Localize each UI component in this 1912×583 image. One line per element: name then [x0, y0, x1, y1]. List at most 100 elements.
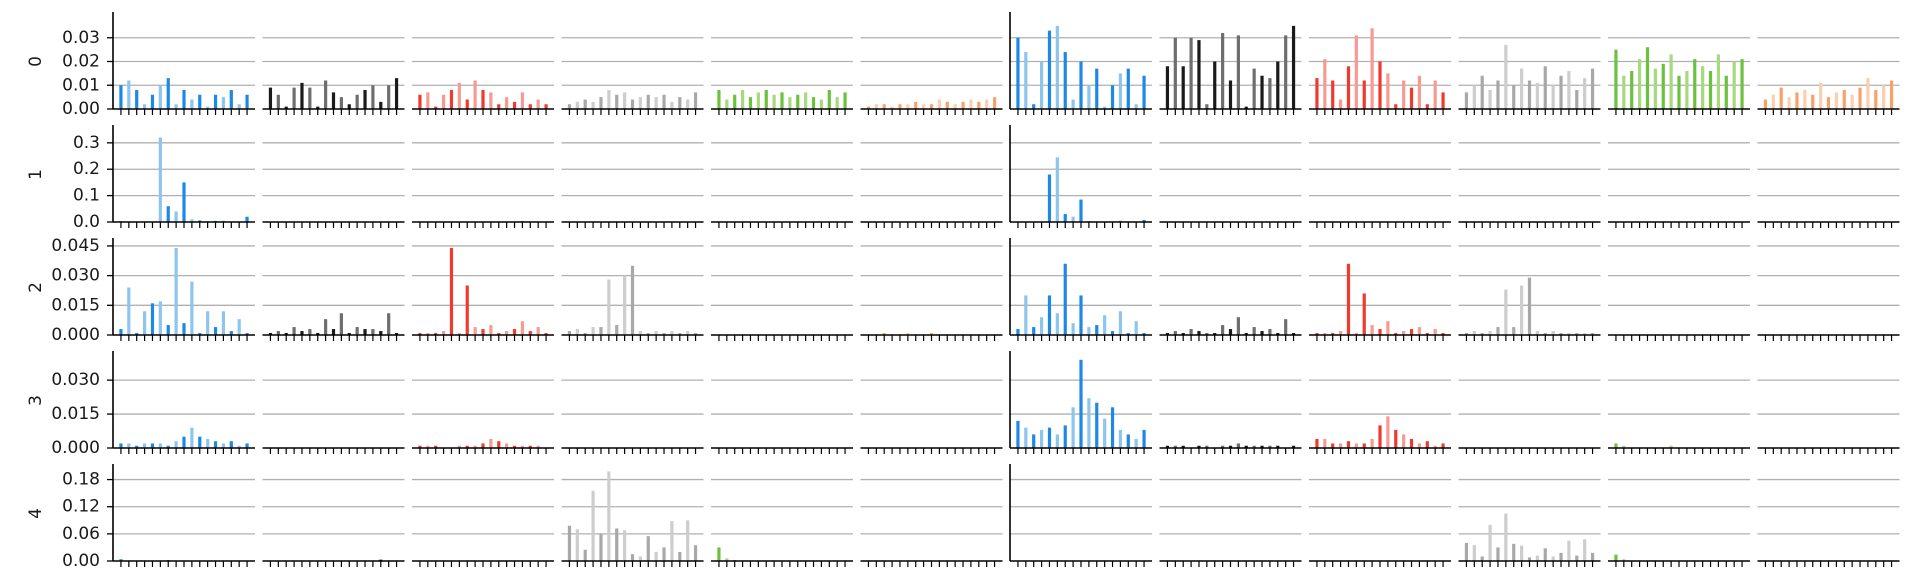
bar — [804, 92, 808, 110]
bar — [969, 99, 973, 109]
panel — [860, 37, 1003, 115]
panel — [107, 12, 255, 115]
panel — [262, 245, 405, 341]
bar — [1819, 82, 1823, 109]
bar — [1441, 333, 1445, 335]
y-tick-label: 0.015 — [51, 295, 100, 315]
bar — [1039, 61, 1044, 109]
bar — [284, 106, 288, 110]
bar — [607, 279, 611, 335]
bar — [300, 82, 304, 109]
bar — [268, 333, 273, 335]
bar — [1276, 61, 1280, 109]
bar — [1559, 333, 1563, 335]
bar — [1228, 445, 1233, 448]
bar — [457, 445, 461, 448]
panel — [107, 351, 255, 454]
bar — [1331, 80, 1335, 109]
bar — [363, 90, 367, 109]
bar — [874, 104, 878, 109]
bar — [583, 99, 587, 109]
bar — [308, 87, 312, 109]
bar — [1063, 263, 1067, 335]
bar — [961, 101, 965, 110]
bar — [512, 329, 517, 335]
bar — [379, 101, 383, 110]
bar — [748, 97, 753, 110]
bar — [434, 445, 438, 448]
bar — [119, 85, 123, 109]
bar — [1543, 66, 1547, 109]
bar — [198, 333, 202, 335]
bar — [1834, 92, 1838, 110]
bar — [528, 445, 532, 448]
bar — [630, 99, 635, 109]
bar — [678, 97, 682, 110]
bar — [977, 101, 981, 110]
bar — [387, 313, 391, 335]
bar — [339, 313, 343, 335]
bar — [206, 438, 210, 448]
bar — [1118, 311, 1123, 335]
bar — [1512, 85, 1516, 109]
bar — [843, 92, 847, 110]
bar — [457, 333, 461, 335]
bar — [567, 331, 572, 335]
bar — [1205, 445, 1209, 448]
y-tick-label: 0.000 — [51, 325, 100, 345]
bar — [1583, 333, 1587, 335]
bar — [426, 92, 430, 110]
bar — [662, 333, 666, 335]
bar — [1118, 429, 1123, 448]
bar — [371, 329, 375, 335]
bar — [638, 331, 642, 335]
bar — [536, 445, 540, 448]
bar — [528, 104, 532, 109]
bar — [591, 490, 595, 561]
bar — [1858, 87, 1862, 109]
bar — [276, 94, 280, 109]
bar — [237, 445, 241, 448]
bar — [1701, 66, 1705, 109]
bar — [599, 97, 603, 110]
bar — [441, 94, 446, 109]
bar — [1213, 61, 1217, 109]
bar — [591, 327, 595, 335]
bar — [426, 445, 430, 448]
bar — [229, 441, 233, 448]
bar — [1512, 327, 1516, 335]
bar — [505, 97, 509, 110]
bar — [316, 333, 320, 335]
y-tick-label: 0.045 — [51, 236, 100, 256]
bar — [615, 94, 619, 109]
bar — [1291, 333, 1296, 335]
bar — [1527, 277, 1532, 335]
bar — [213, 441, 218, 448]
bar — [764, 90, 768, 109]
bar — [1441, 443, 1445, 448]
bar — [1346, 441, 1351, 448]
panel — [1608, 245, 1750, 341]
bar — [1575, 90, 1579, 109]
bar — [1079, 359, 1083, 448]
bar — [1055, 434, 1059, 448]
bar — [1071, 323, 1075, 336]
bar — [481, 329, 485, 335]
bar — [1221, 445, 1225, 448]
bar — [646, 94, 650, 109]
bar — [300, 331, 304, 335]
bar — [1205, 333, 1209, 335]
bar — [1779, 87, 1783, 109]
bar — [1338, 443, 1343, 448]
bar — [615, 528, 619, 561]
bar — [1260, 445, 1264, 448]
bar — [158, 137, 162, 222]
bar — [1630, 71, 1634, 109]
bar — [1197, 331, 1201, 335]
bar — [1527, 80, 1532, 109]
bar — [166, 445, 170, 448]
bar — [1346, 263, 1351, 335]
bar — [355, 327, 359, 335]
bar — [1079, 61, 1083, 109]
bar — [1142, 75, 1146, 109]
